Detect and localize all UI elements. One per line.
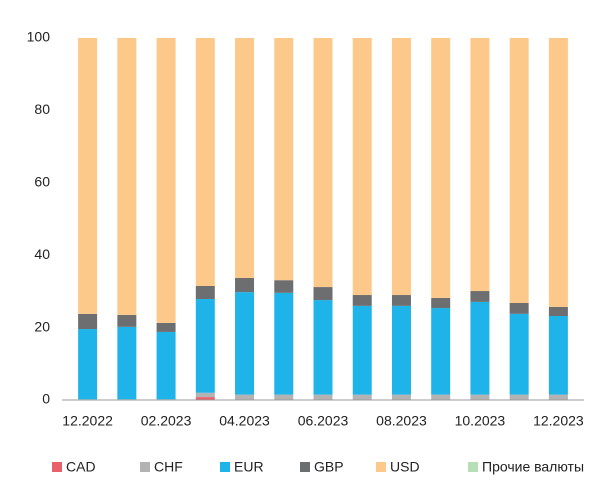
bar-segment [195,392,215,398]
bar-segment [117,38,137,315]
x-tick-label: 06.2023 [298,413,349,429]
legend-label: Прочие валюты [482,459,584,475]
x-tick-label: 04.2023 [219,413,270,429]
legend-label: CAD [66,459,96,475]
bar-segment [156,38,176,323]
bar-segment [195,397,215,400]
x-tick-label: 02.2023 [141,413,192,429]
bar-segment [470,394,490,400]
bar-segment [352,38,372,296]
bar-segment [548,394,568,400]
legend-swatch [140,462,150,472]
y-tick-label: 40 [34,246,50,262]
bar-segment [195,285,215,300]
bar-segment [274,394,294,400]
bar-segment [313,394,333,400]
y-tick-label: 60 [34,174,50,190]
bar-segment [431,394,451,400]
legend-label: GBP [314,459,344,475]
bar-segment [235,278,255,293]
bar-segment [391,394,411,400]
legend-swatch [52,462,62,472]
bar-segment [470,291,490,302]
bar-segment [313,287,333,301]
x-tick-label: 12.2023 [533,413,584,429]
legend-swatch [376,462,386,472]
bar-segment [156,331,176,400]
legend-label: USD [390,459,420,475]
bar-segment [313,38,333,288]
legend-swatch [468,462,478,472]
bar-segment [431,308,451,395]
bar-segment [509,302,529,314]
bar-segment [195,299,215,393]
bar-segment [352,295,372,306]
bar-segment [313,300,333,395]
legend-label: EUR [234,459,264,475]
x-tick-label: 12.2022 [62,413,113,429]
bar-segment [391,295,411,306]
bar-segment [274,280,294,293]
bar-segment [548,306,568,317]
bar-segment [509,313,529,395]
y-tick-label: 100 [27,29,51,45]
bar-segment [391,38,411,296]
bar-segment [431,38,451,298]
bar-segment [195,38,215,286]
y-tick-label: 20 [34,318,50,334]
bar-segment [156,322,176,332]
legend-swatch [300,462,310,472]
bar-segment [391,305,411,395]
bar-segment [117,314,137,327]
bar-segment [548,316,568,395]
bar-segment [235,292,255,395]
bar-segment [235,394,255,400]
bar-segment [470,301,490,395]
bar-segment [431,297,451,309]
bar-segment [352,305,372,395]
legend-swatch [220,462,230,472]
bar-segment [78,38,98,314]
bar-segment [509,38,529,303]
bar-segment [548,38,568,307]
bar-segment [274,292,294,395]
bar-segment [117,326,137,400]
bar-segment [509,394,529,400]
legend-label: CHF [154,459,183,475]
y-tick-label: 80 [34,101,50,117]
bar-segment [78,313,98,330]
bar-segment [235,38,255,279]
bar-segment [78,329,98,400]
y-tick-label: 0 [42,391,50,407]
bar-segment [470,38,490,292]
bar-segment [274,38,294,281]
x-tick-label: 08.2023 [376,413,427,429]
bar-segment [352,394,372,400]
x-tick-label: 10.2023 [455,413,506,429]
